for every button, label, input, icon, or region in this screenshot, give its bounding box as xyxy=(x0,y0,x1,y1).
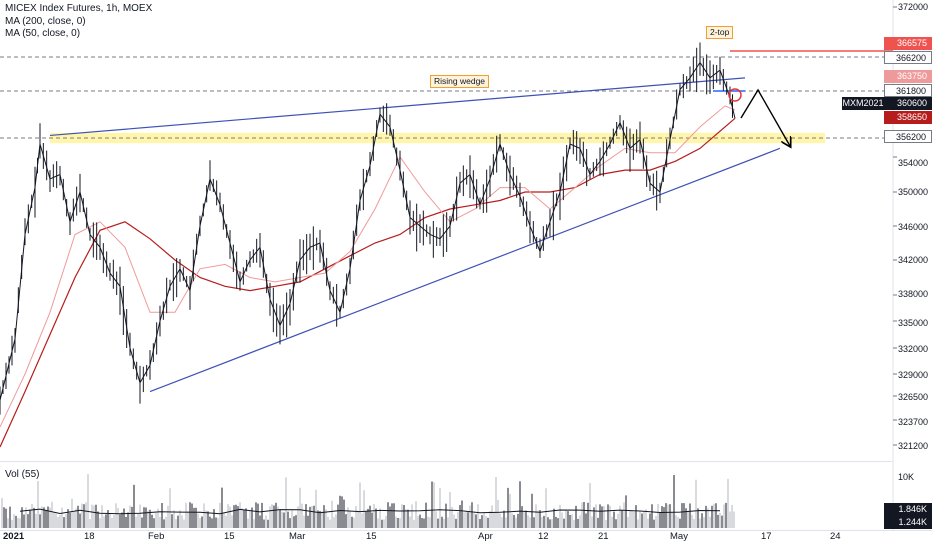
chart-title: MICEX Index Futures, 1h, MOEX xyxy=(5,3,153,14)
price-tag-360600[interactable]: 360600 xyxy=(884,97,932,110)
ma200-line xyxy=(0,117,736,448)
x-tick-24: 24 xyxy=(830,531,841,542)
y-tick-346000: 346000 xyxy=(898,222,929,232)
y-tick-342000: 342000 xyxy=(898,255,929,265)
wedge-upper-trendline xyxy=(49,77,746,137)
x-tick-apr: Apr xyxy=(478,531,493,542)
x-tick-2021: 2021 xyxy=(3,531,25,542)
x-tick-mar: Mar xyxy=(289,531,306,542)
x-tick-21: 21 xyxy=(598,531,609,542)
y-tick-350000: 350000 xyxy=(898,187,929,197)
y-tick-323700: 323700 xyxy=(898,417,929,427)
projection-arrow xyxy=(740,88,790,146)
x-tick-15b: 15 xyxy=(366,531,377,542)
x-tick-15a: 15 xyxy=(224,531,235,542)
price-line xyxy=(0,61,736,401)
price-tag-361800[interactable]: 361800 xyxy=(884,84,932,97)
y-tick-372000: 372000 xyxy=(898,2,929,12)
price-tag-366575[interactable]: 366575 xyxy=(884,37,932,50)
x-tick-feb: Feb xyxy=(148,531,165,542)
vol-tag-1244[interactable]: 1.244K xyxy=(884,516,932,529)
wedge-lower-trendline xyxy=(149,147,781,393)
y-tick-332000: 332000 xyxy=(898,344,929,354)
rising-wedge-label[interactable]: Rising wedge xyxy=(430,75,490,88)
price-bars xyxy=(0,42,733,415)
y-tick-321200: 321200 xyxy=(898,441,929,451)
x-tick-17: 17 xyxy=(761,531,772,542)
x-tick-18: 18 xyxy=(84,531,95,542)
price-tag-356200[interactable]: 356200 xyxy=(884,130,932,143)
vol-tag-1846[interactable]: 1.846K xyxy=(884,503,932,516)
double-top-label[interactable]: 2-top xyxy=(706,26,734,39)
price-tag-366200[interactable]: 366200 xyxy=(884,51,932,64)
ma200-legend[interactable]: MA (200, close, 0) xyxy=(5,16,86,27)
vol-tick-10k: 10K xyxy=(898,472,915,482)
price-tag-358650[interactable]: 358650 xyxy=(884,111,932,124)
ma50-line xyxy=(0,105,736,428)
volume-bars xyxy=(1,474,735,528)
y-tick-326500: 326500 xyxy=(898,392,929,402)
y-tick-354000: 354000 xyxy=(898,158,929,168)
ma50-legend[interactable]: MA (50, close, 0) xyxy=(5,28,81,39)
price-tag-363750[interactable]: 363750 xyxy=(884,70,932,83)
y-tick-338000: 338000 xyxy=(898,289,929,299)
volume-legend[interactable]: Vol (55) xyxy=(5,469,40,480)
x-tick-may: May xyxy=(670,531,688,542)
breakdown-circle-marker xyxy=(728,88,742,102)
volume-ma-line xyxy=(19,508,721,515)
y-tick-329000: 329000 xyxy=(898,370,929,380)
y-tick-335000: 335000 xyxy=(898,318,929,328)
symbol-tag[interactable]: MXM2021 xyxy=(842,97,884,110)
x-tick-12: 12 xyxy=(538,531,549,542)
